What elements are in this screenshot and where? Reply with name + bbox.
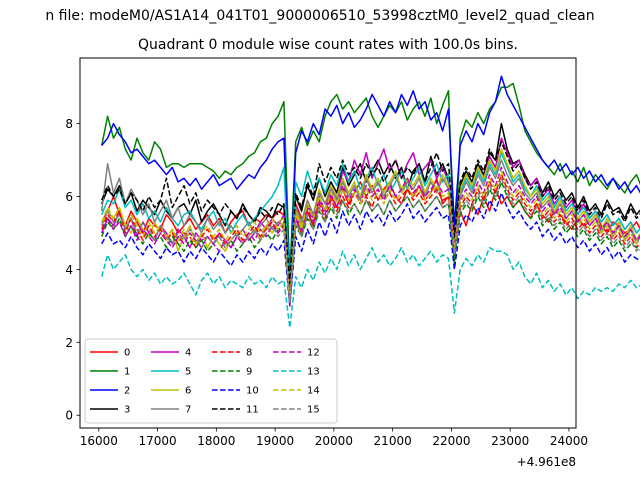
x-tick-label: 17000 — [138, 434, 176, 448]
legend-label-2: 2 — [124, 386, 130, 397]
series-line-14 — [101, 170, 640, 303]
legend-label-14: 14 — [307, 386, 320, 397]
legend-label-7: 7 — [185, 405, 191, 416]
y-tick-label: 6 — [65, 190, 73, 204]
y-tick-label: 4 — [65, 263, 73, 277]
legend-label-11: 11 — [246, 405, 259, 416]
y-tick-label: 8 — [65, 117, 73, 131]
y-tick-label: 0 — [65, 409, 73, 423]
series-line-2 — [101, 75, 640, 293]
series-line-11 — [101, 141, 640, 285]
legend-label-1: 1 — [124, 367, 130, 378]
legend-label-15: 15 — [307, 405, 320, 416]
series-line-13 — [100, 246, 640, 329]
legend-label-12: 12 — [307, 348, 320, 359]
legend-label-10: 10 — [246, 386, 259, 397]
series-layer — [100, 75, 640, 329]
series-line-10 — [101, 192, 640, 307]
legend-label-3: 3 — [124, 405, 130, 416]
legend-label-0: 0 — [124, 348, 130, 359]
chart-title: Quadrant 0 module wise count rates with … — [138, 37, 518, 53]
plot-frame — [79, 57, 577, 429]
legend-label-9: 9 — [246, 367, 252, 378]
x-tick-label: 18000 — [197, 434, 235, 448]
series-line-3 — [101, 122, 640, 282]
series-line-15 — [101, 177, 640, 303]
legend-box — [84, 338, 338, 424]
x-tick-label: 21000 — [374, 434, 412, 448]
x-tick-label: 24000 — [550, 434, 588, 448]
legend-label-4: 4 — [185, 348, 191, 359]
axes-layer: 16000 17000 18000 19000 20000 21000 22000 23000… — [65, 117, 588, 448]
legend-label-13: 13 — [307, 367, 320, 378]
figure-suptitle: n file: modeM0/AS1A14_041T01_9000006510_… — [45, 8, 594, 24]
y-tick-label: 2 — [65, 336, 73, 350]
x-tick-label: 20000 — [315, 434, 353, 448]
legend-label-8: 8 — [246, 348, 252, 359]
x-axis-offset-label: +4.961e8 — [517, 455, 576, 469]
x-tick-label: 16000 — [80, 434, 118, 448]
x-tick-label: 22000 — [432, 434, 470, 448]
legend-label-5: 5 — [185, 367, 191, 378]
legend-label-6: 6 — [185, 386, 191, 397]
x-tick-label: 19000 — [256, 434, 294, 448]
series-line-9 — [101, 181, 640, 307]
x-tick-label: 23000 — [491, 434, 529, 448]
